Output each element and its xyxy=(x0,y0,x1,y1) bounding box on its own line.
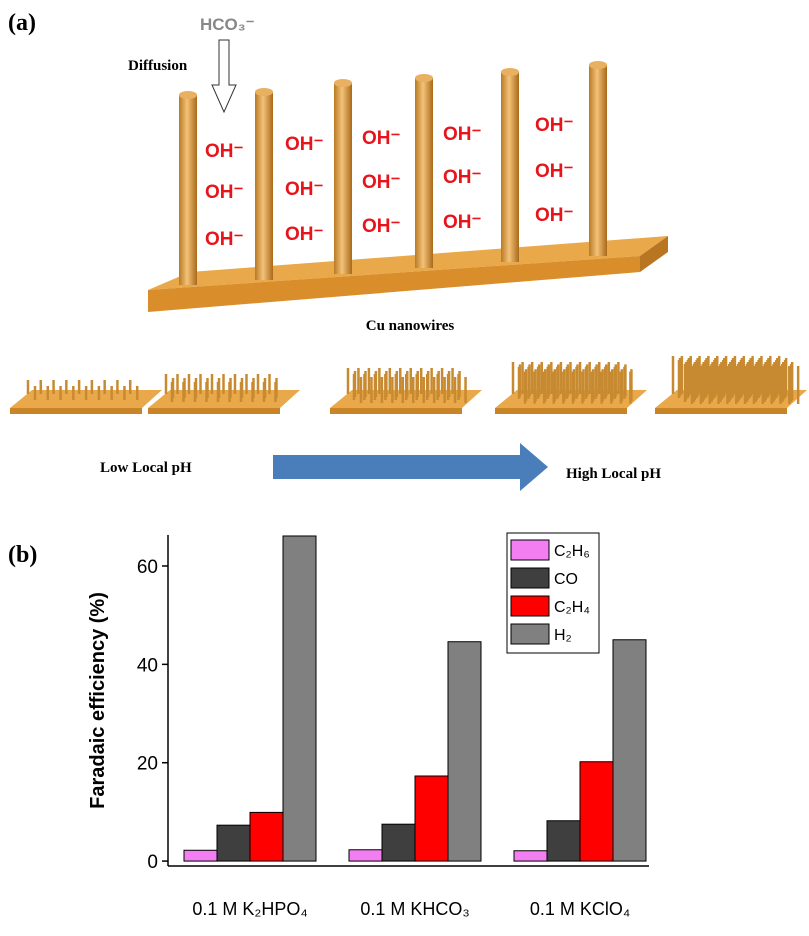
oh-label: OH⁻ xyxy=(535,205,574,226)
base-front xyxy=(148,256,640,312)
nanowire xyxy=(501,72,519,262)
x-tick-label: 0.1 M KHCO₃ xyxy=(360,899,469,919)
nanowire xyxy=(589,65,607,256)
bar xyxy=(216,824,251,862)
oh-label: OH⁻ xyxy=(535,115,574,136)
bar xyxy=(348,849,383,862)
low-ph-label: Low Local pH xyxy=(100,460,192,476)
diagram: (a) HCO₃⁻ Diffusion OH⁻ OH⁻ OH⁻ OH⁻ OH⁻ OH⁻ OH… xyxy=(8,10,807,491)
oh-label: OH⁻ xyxy=(362,172,401,193)
x-tick-label: 0.1 M K₂HPO₄ xyxy=(192,899,307,919)
oh-label: OH⁻ xyxy=(285,134,324,155)
nanowire-top xyxy=(501,68,519,76)
panel-label: (a) xyxy=(8,10,36,36)
pad-front xyxy=(495,408,627,414)
oh-label: OH⁻ xyxy=(285,224,324,245)
legend-swatch xyxy=(510,595,550,617)
pad-front xyxy=(330,408,462,414)
bar xyxy=(579,761,614,862)
y-tick-label: 0 xyxy=(147,852,158,873)
nanowire xyxy=(255,92,273,280)
pad-front xyxy=(10,408,142,414)
y-axis-label: Faradaic efficiency (%) xyxy=(87,592,109,809)
chart: (b) Faradaic efficiency (%) 0 20 40 60 0.1 M K… xyxy=(8,532,649,919)
legend-label: C₂H₆ xyxy=(554,543,590,560)
bar xyxy=(513,850,548,862)
high-ph-label: High Local pH xyxy=(566,466,661,482)
legend-swatch xyxy=(510,623,550,645)
y-tick-label: 40 xyxy=(137,655,158,676)
legend-label: C₂H₄ xyxy=(554,599,590,616)
y-tick-label: 60 xyxy=(137,557,158,578)
nanowire-top xyxy=(589,61,607,69)
bar xyxy=(447,641,482,862)
pad xyxy=(495,390,647,408)
ph-arrow xyxy=(273,443,548,491)
base-top xyxy=(148,236,668,290)
nanowire-top xyxy=(415,74,433,82)
pad-front xyxy=(655,408,787,414)
oh-label: OH⁻ xyxy=(535,161,574,182)
panel-label: (b) xyxy=(8,542,37,568)
bar xyxy=(414,775,449,862)
bar xyxy=(546,820,581,862)
oh-label: OH⁻ xyxy=(443,167,482,188)
pad xyxy=(148,390,300,408)
diffusion-label: Diffusion xyxy=(128,58,188,74)
legend-label: CO xyxy=(554,571,578,588)
ion-label: HCO₃⁻ xyxy=(200,15,255,34)
diffusion-arrow xyxy=(211,39,237,114)
oh-label: OH⁻ xyxy=(205,182,244,203)
bar xyxy=(249,811,284,862)
nanowire-top xyxy=(179,91,197,99)
oh-label: OH⁻ xyxy=(205,229,244,250)
caption: Cu nanowires xyxy=(366,318,455,334)
x-tick-label: 0.1 M KClO₄ xyxy=(530,899,630,919)
base-side xyxy=(640,236,668,272)
pad-front xyxy=(148,408,280,414)
bar xyxy=(612,639,647,862)
bar xyxy=(381,823,416,862)
nanowire xyxy=(334,83,352,274)
bar xyxy=(282,535,317,862)
y-tick-label: 20 xyxy=(137,754,158,775)
nanowire xyxy=(179,95,197,285)
oh-label: OH⁻ xyxy=(362,128,401,149)
oh-label: OH⁻ xyxy=(285,179,324,200)
legend-swatch xyxy=(510,539,550,561)
legend-label: H₂ xyxy=(554,627,572,644)
nanowire-top xyxy=(334,79,352,87)
nanowire xyxy=(415,78,433,268)
oh-label: OH⁻ xyxy=(443,124,482,145)
legend-swatch xyxy=(510,567,550,589)
oh-label: OH⁻ xyxy=(362,216,401,237)
nanowire-top xyxy=(255,88,273,96)
oh-label: OH⁻ xyxy=(443,212,482,233)
bar xyxy=(183,849,218,862)
oh-label: OH⁻ xyxy=(205,141,244,162)
